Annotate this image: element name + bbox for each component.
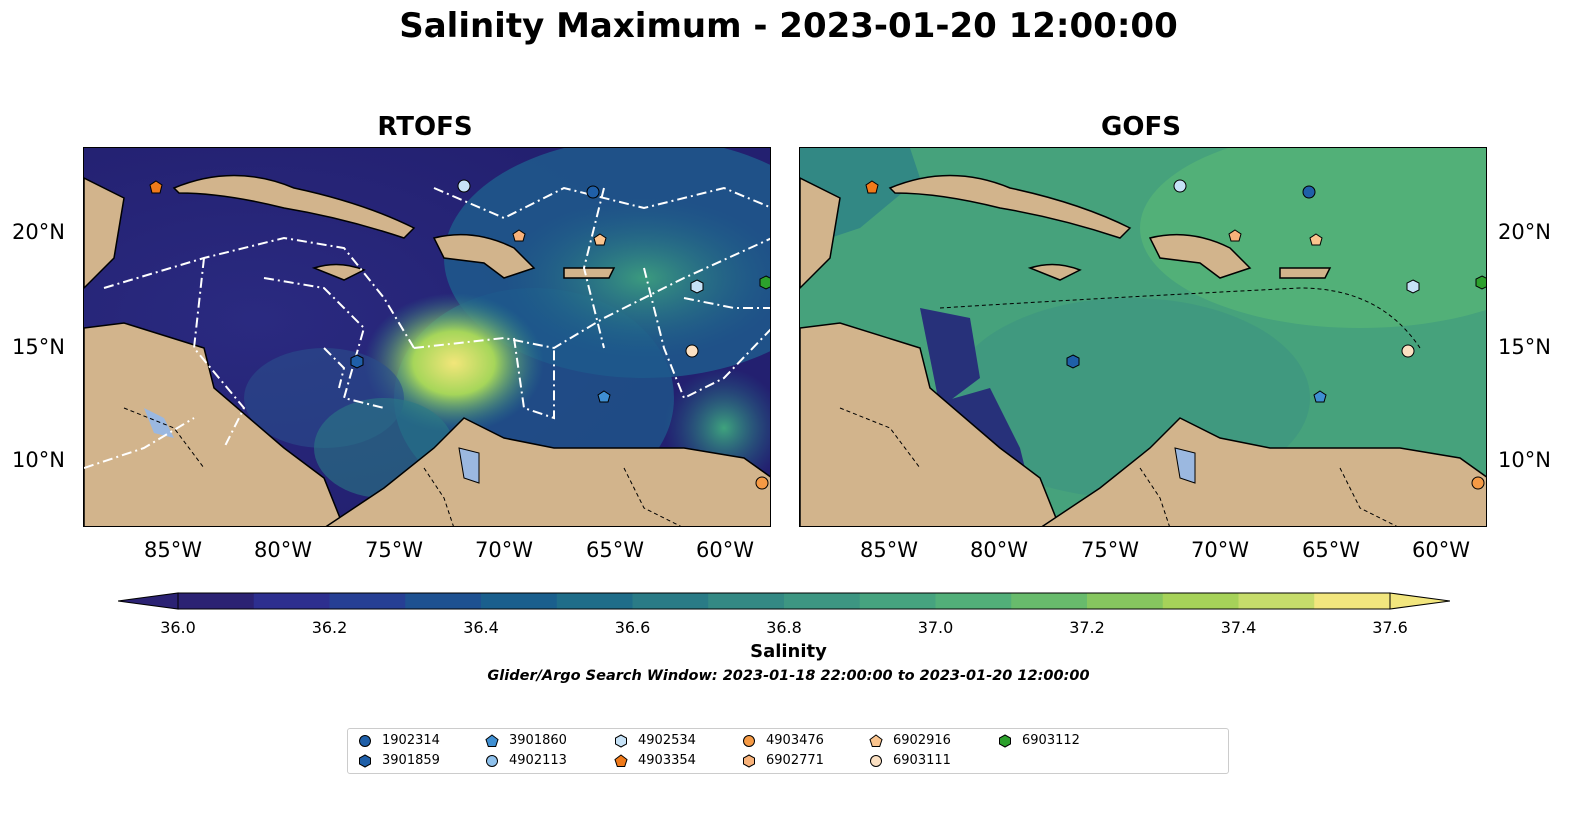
colorbar-tick-label: 37.6	[1372, 618, 1408, 637]
figure-title: Salinity Maximum - 2023-01-20 12:00:00	[399, 6, 1178, 46]
legend-entry-label: 4902113	[509, 753, 567, 768]
legend-entry: 6903112	[998, 733, 1080, 748]
lon-label-gofs: 80°W	[970, 538, 1028, 562]
gofs-panel-title: GOFS	[1101, 112, 1181, 142]
legend-entry: 4903476	[742, 733, 824, 748]
rtofs-map[interactable]	[83, 147, 771, 527]
legend-entry: 6903111	[869, 753, 951, 768]
rtofs-panel-title: RTOFS	[377, 112, 473, 142]
colorbar-segment	[784, 593, 861, 609]
legend-entry: 6902916	[869, 733, 951, 748]
circle-marker-icon	[743, 734, 755, 747]
colorbar-segment	[1162, 593, 1239, 609]
colorbar-border	[177, 592, 1391, 610]
colorbar-tick-label: 37.0	[917, 618, 954, 637]
lon-label-rtofs: 85°W	[144, 538, 202, 562]
legend-entry: 3901859	[358, 753, 440, 768]
colorbar-segment	[253, 593, 330, 609]
legend-entry: 1902314	[358, 733, 440, 748]
colorbar-tick-label: 36.2	[311, 618, 348, 637]
colorbar-segment	[1238, 593, 1315, 609]
pentagon-marker-icon	[869, 733, 883, 747]
lon-label-rtofs: 60°W	[696, 538, 754, 562]
lat-label-right: 10°N	[1498, 448, 1551, 472]
lon-label-gofs: 65°W	[1302, 538, 1360, 562]
gofs-map-canvas	[800, 148, 1486, 526]
colorbar-segment	[556, 593, 633, 609]
colorbar-tick-label: 37.2	[1069, 618, 1105, 637]
legend-entry: 4903354	[614, 753, 696, 768]
colorbar-segment	[405, 593, 482, 609]
colorbar-segment	[859, 593, 936, 609]
legend-entry: 4902113	[485, 753, 567, 768]
lon-label-gofs: 60°W	[1412, 538, 1470, 562]
lat-label-right: 20°N	[1498, 220, 1551, 244]
lat-label-right: 15°N	[1498, 335, 1551, 359]
hexagon-marker-icon	[743, 753, 755, 768]
colorbar-tick-label: 36.6	[614, 618, 651, 637]
legend-entry-label: 4903354	[638, 753, 696, 768]
search-window-text: Glider/Argo Search Window: 2023-01-18 22…	[487, 668, 1090, 684]
circle-marker-icon	[359, 734, 371, 747]
lon-label-gofs: 85°W	[860, 538, 918, 562]
rtofs-map-canvas	[84, 148, 770, 526]
lon-label-rtofs: 80°W	[254, 538, 312, 562]
gofs-map[interactable]	[799, 147, 1487, 527]
pentagon-marker-icon	[614, 753, 628, 767]
lon-label-rtofs: 70°W	[475, 538, 533, 562]
colorbar-extend-high	[1389, 592, 1450, 610]
circle-marker-icon	[870, 754, 882, 767]
circle-marker-icon	[486, 754, 498, 767]
colorbar-extend-low	[118, 592, 179, 610]
colorbar-label: Salinity	[750, 641, 827, 662]
hexagon-marker-icon	[615, 733, 627, 748]
legend-entry-label: 3901859	[382, 753, 440, 768]
lon-label-rtofs: 65°W	[586, 538, 644, 562]
colorbar	[118, 592, 1450, 610]
lat-label-left: 20°N	[12, 220, 65, 244]
legend-entry-label: 6902916	[893, 733, 951, 748]
lat-label-left: 10°N	[12, 448, 65, 472]
colorbar-tick-label: 36.8	[766, 618, 802, 637]
colorbar-segment	[329, 593, 406, 609]
lon-label-gofs: 75°W	[1081, 538, 1139, 562]
colorbar-segment	[1314, 593, 1391, 609]
colorbar-tick-label: 36.4	[463, 618, 499, 637]
colorbar-segment	[481, 593, 558, 609]
hexagon-marker-icon	[999, 733, 1011, 748]
lon-label-gofs: 70°W	[1191, 538, 1249, 562]
hexagon-marker-icon	[359, 753, 371, 768]
legend: 1902314 3901859 3901860 4902113 4902534 49033…	[347, 728, 1229, 774]
legend-entry-label: 6903111	[893, 753, 951, 768]
colorbar-tick-label: 37.4	[1220, 618, 1257, 637]
legend-entry-label: 1902314	[382, 733, 440, 748]
legend-entry-label: 4903476	[766, 733, 824, 748]
legend-entry-label: 6902771	[766, 753, 824, 768]
legend-entry: 4902534	[614, 733, 696, 748]
pentagon-marker-icon	[485, 733, 499, 747]
colorbar-segment	[935, 593, 1012, 609]
lat-label-left: 15°N	[12, 335, 65, 359]
legend-entry: 3901860	[485, 733, 567, 748]
legend-entry-label: 6903112	[1022, 733, 1080, 748]
colorbar-segment	[708, 593, 785, 609]
colorbar-segment	[178, 593, 255, 609]
legend-entry: 6902771	[742, 753, 824, 768]
lon-label-rtofs: 75°W	[365, 538, 423, 562]
legend-entry-label: 4902534	[638, 733, 696, 748]
colorbar-segment	[1011, 593, 1088, 609]
colorbar-segment	[1087, 593, 1164, 609]
colorbar-tick-label: 36.0	[160, 618, 196, 637]
colorbar-segment	[632, 593, 709, 609]
legend-entry-label: 3901860	[509, 733, 567, 748]
